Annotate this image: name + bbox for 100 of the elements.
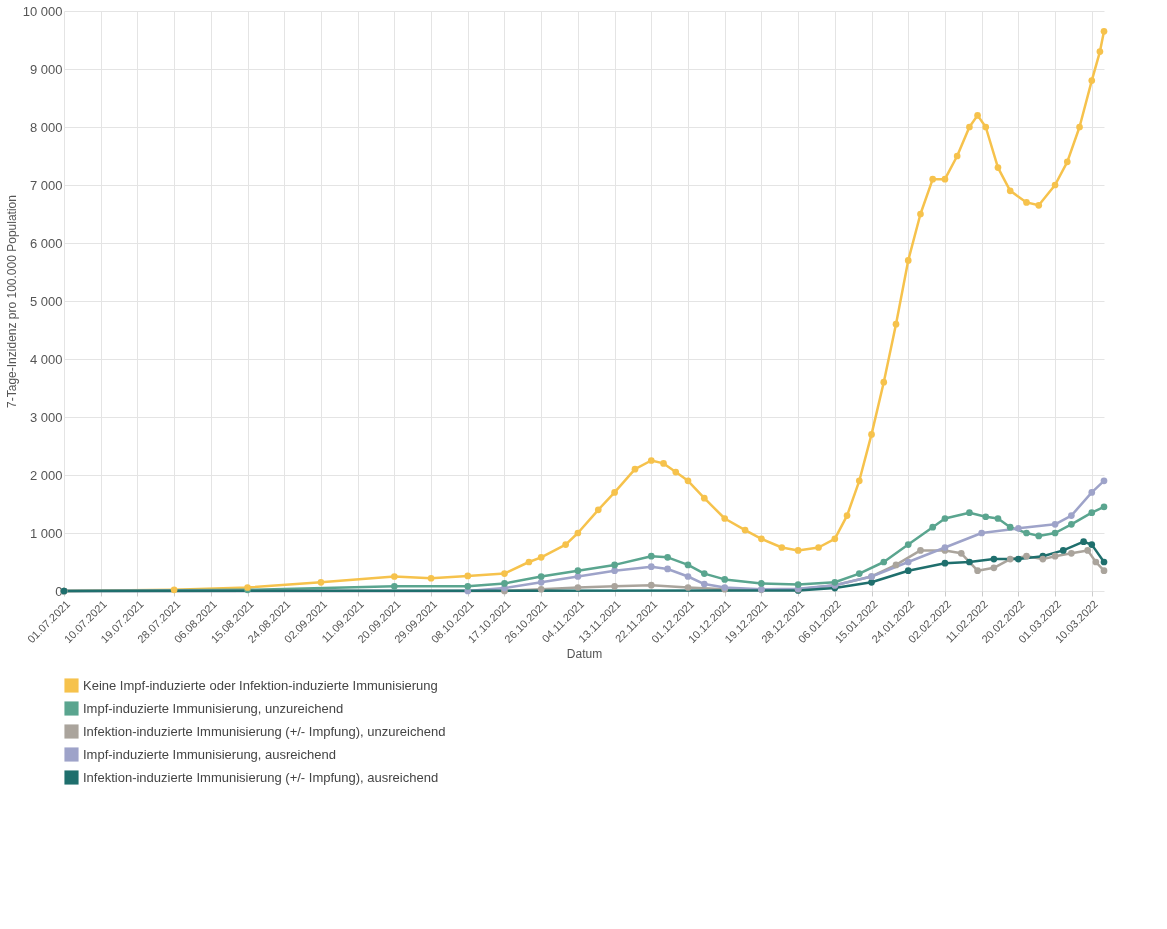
point — [1059, 547, 1067, 554]
point — [904, 558, 912, 566]
point — [1088, 509, 1096, 517]
point — [917, 547, 924, 554]
point — [1023, 199, 1030, 206]
point — [1068, 512, 1075, 519]
y-tick-label: 9 000 — [29, 61, 63, 77]
point — [1092, 558, 1100, 566]
point — [994, 164, 1002, 171]
point — [684, 561, 692, 569]
point — [978, 529, 985, 537]
point — [974, 567, 981, 575]
point — [1068, 549, 1075, 557]
point — [574, 584, 582, 591]
point — [700, 580, 708, 588]
y-tick-label: 10 000 — [22, 3, 63, 19]
point — [815, 544, 822, 551]
point — [574, 567, 582, 575]
point — [631, 465, 639, 473]
point — [672, 468, 680, 476]
point — [892, 320, 900, 328]
point — [684, 573, 692, 580]
point — [501, 580, 508, 587]
point — [1100, 567, 1108, 575]
point — [537, 573, 545, 580]
point — [525, 558, 533, 566]
point — [1068, 520, 1075, 528]
point — [855, 570, 863, 577]
point — [1015, 525, 1022, 532]
point — [1035, 201, 1043, 209]
point — [647, 563, 655, 570]
point — [917, 210, 924, 218]
point — [391, 583, 398, 590]
point — [868, 578, 875, 586]
point — [647, 457, 655, 464]
point — [941, 515, 949, 522]
point — [1006, 187, 1014, 195]
point — [1006, 523, 1014, 531]
point — [904, 567, 912, 575]
point — [562, 541, 569, 548]
point — [700, 570, 708, 577]
point — [1051, 181, 1059, 189]
point — [611, 583, 618, 590]
point — [880, 378, 888, 386]
point — [966, 123, 973, 131]
legend-label: Impf-induzierte Immunisierung, ausreichend — [83, 746, 336, 762]
point — [1051, 529, 1059, 537]
point — [611, 561, 618, 569]
point — [391, 573, 398, 580]
point — [574, 573, 582, 580]
point — [464, 583, 472, 590]
point — [966, 509, 973, 517]
point — [758, 580, 765, 587]
point — [721, 515, 729, 522]
point — [982, 123, 990, 131]
point — [966, 558, 973, 566]
point — [1076, 123, 1083, 131]
point — [1023, 552, 1030, 560]
legend-label: Impf-induzierte Immunisierung, unzureichend — [83, 700, 344, 716]
point — [1035, 532, 1043, 540]
point — [464, 572, 472, 580]
point — [574, 529, 582, 537]
point — [537, 578, 545, 586]
point — [684, 584, 692, 591]
point — [868, 431, 875, 438]
y-tick-label: 2 000 — [29, 467, 63, 483]
x-axis-title: Datum — [566, 647, 603, 662]
point — [892, 561, 900, 569]
point — [843, 512, 851, 519]
point — [904, 541, 912, 548]
point — [741, 526, 749, 534]
legend-label: Keine Impf-induzierte oder Infektion-induzierte Immunisierung — [83, 677, 438, 693]
point — [611, 567, 618, 575]
point — [664, 565, 671, 573]
point — [855, 477, 863, 485]
point — [994, 515, 1002, 522]
point — [660, 460, 667, 467]
y-tick-label: 6 000 — [29, 235, 63, 251]
point — [647, 552, 655, 560]
legend-label: Infektion-induzierte Immunisierung (+/- Impfung), ausreichend — [83, 769, 439, 785]
y-tick-label: 4 000 — [29, 351, 63, 367]
point — [941, 559, 949, 567]
point — [1080, 538, 1087, 546]
point — [684, 477, 692, 485]
point — [880, 558, 888, 566]
point — [1084, 547, 1092, 554]
point — [427, 574, 435, 582]
point — [611, 489, 618, 496]
point — [1006, 555, 1014, 563]
point — [1088, 489, 1096, 496]
point — [317, 578, 325, 586]
y-tick-label: 8 000 — [29, 119, 63, 135]
y-tick-label: 5 000 — [29, 293, 63, 309]
point — [1100, 477, 1108, 485]
point — [982, 513, 990, 521]
point — [794, 547, 802, 554]
point — [1051, 552, 1059, 560]
y-tick-label: 7 000 — [29, 177, 63, 193]
y-tick-label: 1 000 — [29, 525, 63, 541]
point — [501, 570, 508, 577]
